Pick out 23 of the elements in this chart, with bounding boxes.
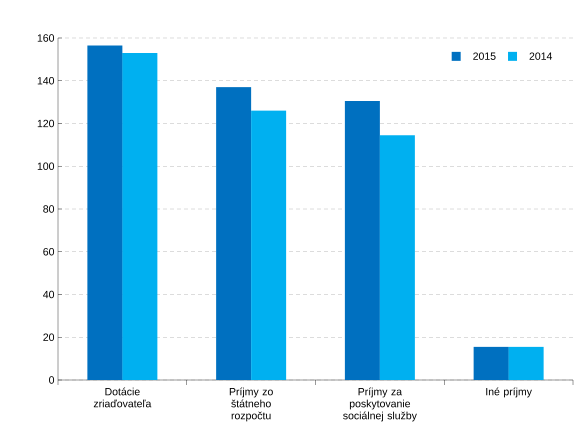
bar (508, 346, 544, 380)
y-tick-label: 140 (38, 77, 54, 84)
y-tick-label: 100 (38, 162, 54, 170)
bar (344, 101, 380, 380)
legend-label: 2014 (530, 52, 552, 60)
x-tick-label: Príjmy za poskytovanie sociálnej služby (343, 388, 417, 422)
bar (87, 45, 122, 380)
bar (122, 52, 158, 380)
y-tick-label: 80 (43, 205, 54, 213)
y-tick-label: 40 (43, 290, 54, 298)
y-tick-label: 20 (43, 334, 54, 341)
x-tick-label: Dotácie zriaďovateľa (94, 388, 152, 408)
x-tick-label: Iné príjmy (486, 388, 532, 398)
legend-label: 2015 (473, 52, 496, 60)
y-tick-label: 120 (38, 120, 54, 128)
bar (474, 346, 509, 380)
bar (216, 87, 252, 380)
bar (380, 135, 415, 380)
y-tick-label: 0 (49, 376, 54, 384)
x-tick-label: Príjmy zo štátneho rozpočtu (230, 388, 273, 422)
bar (251, 110, 286, 380)
y-tick-label: 60 (43, 248, 54, 256)
y-tick-label: 160 (38, 34, 54, 42)
